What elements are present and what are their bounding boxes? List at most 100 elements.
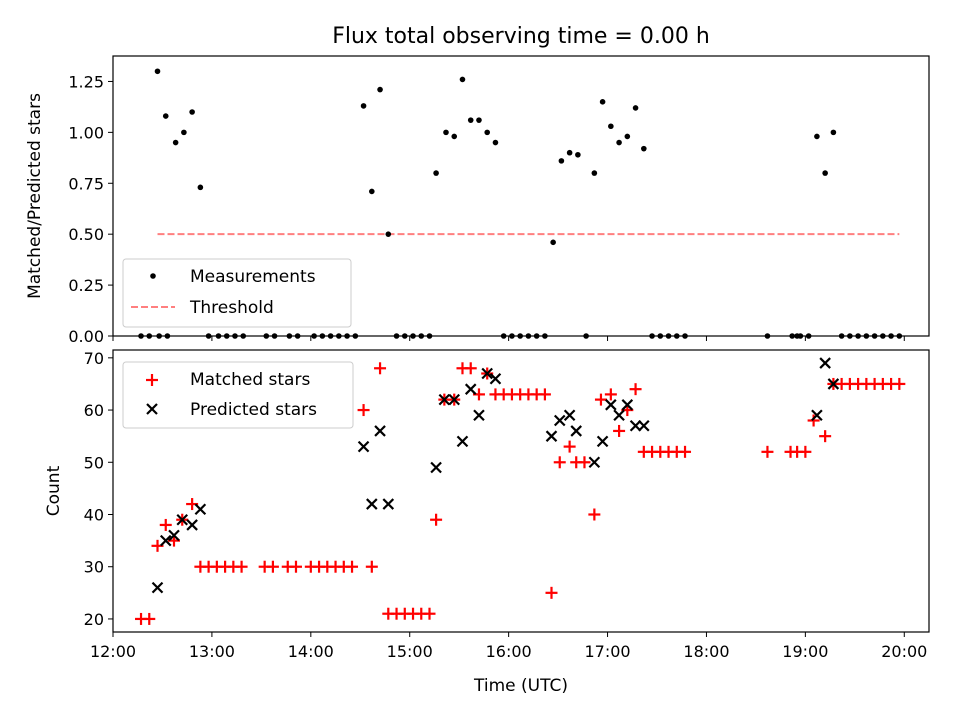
top-y-tick-label: 0.25 xyxy=(68,276,104,295)
top-y-axis-label: Matched/Predicted stars xyxy=(25,93,45,299)
bottom-y-tick-label: 40 xyxy=(84,506,104,525)
predicted-star-point-b xyxy=(563,409,576,422)
predicted-star-point-b xyxy=(448,393,461,406)
measurement-point xyxy=(550,239,556,246)
measurement-point xyxy=(641,145,647,152)
bottom-y-axis-ticks: 20 30 40 50 60 70 xyxy=(84,349,113,629)
predicted-star-point-b xyxy=(366,498,378,510)
bottom-x-axis-label: Time (UTC) xyxy=(473,676,568,696)
predicted-star-point xyxy=(605,399,617,411)
predicted-star-point xyxy=(473,409,485,422)
measurement-point xyxy=(467,117,474,123)
predicted-star-point-b xyxy=(621,399,634,411)
matched-star-point xyxy=(799,445,812,458)
predicted-star-point-b xyxy=(605,399,617,411)
predicted-star-point-b xyxy=(613,409,625,422)
predicted-star-point-b xyxy=(456,435,469,448)
predicted-star-point xyxy=(811,409,823,422)
predicted-star-point-b xyxy=(553,414,566,427)
measurement-point xyxy=(575,151,581,158)
measurement-point xyxy=(377,86,383,93)
matched-star-point xyxy=(430,513,443,526)
top-y-axis-ticks: 0.00 0.25 0.50 0.75 1.00 1.25 xyxy=(68,72,113,346)
bottom-x-tick-label: 15:00 xyxy=(387,642,433,661)
matched-star-point xyxy=(346,560,359,573)
predicted-star-point-b xyxy=(176,513,189,526)
matched-star-point xyxy=(365,560,378,573)
measurement-point xyxy=(484,129,491,136)
measurement-point xyxy=(632,105,639,111)
predicted-star-point-b xyxy=(811,409,823,422)
top-legend: Measurements Threshold xyxy=(122,258,352,328)
measurement-point xyxy=(451,133,458,140)
bottom-x-tick-label: 12:00 xyxy=(90,642,136,661)
predicted-star-point xyxy=(464,383,477,395)
predicted-star-point xyxy=(374,425,386,437)
measurement-point xyxy=(558,158,565,164)
measurement-point xyxy=(566,149,573,156)
predicted-star-point-b xyxy=(430,461,442,474)
matched-star-point xyxy=(604,388,617,401)
predicted-star-point xyxy=(596,435,609,448)
top-y-tick-label: 0.75 xyxy=(68,174,104,193)
top-axes-frame xyxy=(112,55,930,337)
bottom-y-tick-label: 30 xyxy=(84,558,104,577)
top-legend-box xyxy=(122,258,352,328)
predicted-star-point-b xyxy=(168,529,180,542)
predicted-star-point xyxy=(448,393,461,406)
predicted-star-point-b xyxy=(159,534,172,547)
top-x-axis-ticks xyxy=(112,336,905,341)
matched-star-point xyxy=(588,508,601,521)
measurement-point xyxy=(433,170,439,176)
matched-star-point xyxy=(613,424,626,437)
predicted-star-point xyxy=(186,519,198,531)
predicted-star-point xyxy=(489,372,502,385)
predicted-star-point xyxy=(613,409,625,422)
bottom-plot-area xyxy=(135,357,906,625)
matched-star-point xyxy=(553,456,566,469)
predicted-star-point-b xyxy=(438,393,451,406)
predicted-star-point xyxy=(545,430,558,442)
bottom-axes-frame xyxy=(112,349,930,633)
predicted-star-point-b xyxy=(596,435,609,448)
bottom-x-tick-label: 18:00 xyxy=(683,642,729,661)
predicted-star-point xyxy=(621,399,634,411)
top-y-tick-label: 1.00 xyxy=(68,123,104,142)
predicted-star-point xyxy=(563,409,576,422)
top-y-tick-label: 1.25 xyxy=(68,72,104,91)
predicted-star-point xyxy=(176,513,189,526)
bottom-y-tick-label: 20 xyxy=(84,610,104,629)
predicted-star-point-b xyxy=(374,425,386,437)
predicted-star-point xyxy=(456,435,469,448)
measurement-point xyxy=(814,133,820,140)
bottom-x-tick-label: 14:00 xyxy=(288,642,334,661)
predicted-star-point-b xyxy=(638,419,650,432)
matched-star-point xyxy=(807,414,820,427)
legend-threshold-label: Threshold xyxy=(189,298,274,318)
matched-star-point xyxy=(545,586,558,599)
matched-star-point xyxy=(266,560,279,573)
matched-star-point xyxy=(594,393,607,406)
predicted-star-point xyxy=(159,534,172,547)
bottom-x-tick-label: 17:00 xyxy=(584,642,630,661)
predicted-star-point xyxy=(588,456,601,469)
predicted-star-point xyxy=(481,367,493,380)
measurement-point xyxy=(154,68,161,75)
bottom-legend: Matched stars Predicted stars xyxy=(122,361,354,429)
predicted-star-point xyxy=(438,393,451,406)
predicted-star-point-b xyxy=(629,419,642,432)
matched-star-point xyxy=(893,377,906,390)
measurement-point xyxy=(599,99,606,105)
top-y-tick-label: 0.50 xyxy=(68,225,104,244)
measurement-point xyxy=(822,170,828,176)
bottom-x-tick-label: 19:00 xyxy=(782,642,828,661)
bottom-x-tick-label: 20:00 xyxy=(881,642,927,661)
matched-star-point xyxy=(761,445,774,458)
predicted-star-point xyxy=(638,419,650,432)
predicted-star-point-b xyxy=(194,503,207,516)
measurement-point xyxy=(476,117,482,123)
matched-star-point xyxy=(374,362,387,375)
matched-star-point xyxy=(289,560,302,573)
